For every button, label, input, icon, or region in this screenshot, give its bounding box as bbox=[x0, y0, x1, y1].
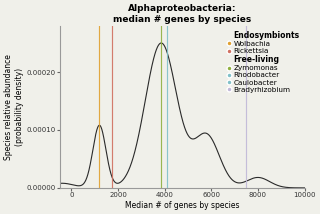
X-axis label: Median # of genes by species: Median # of genes by species bbox=[125, 201, 239, 210]
Title: Alphaproteobacteria:
median # genes by species: Alphaproteobacteria: median # genes by s… bbox=[113, 4, 251, 24]
Y-axis label: Species relative abundance
(probability density): Species relative abundance (probability … bbox=[4, 54, 24, 160]
Legend: Endosymbionts, Wolbachia, Rickettsia, Free-living, Zymomonas, Rhodobacter, Caulo: Endosymbionts, Wolbachia, Rickettsia, Fr… bbox=[226, 29, 301, 94]
